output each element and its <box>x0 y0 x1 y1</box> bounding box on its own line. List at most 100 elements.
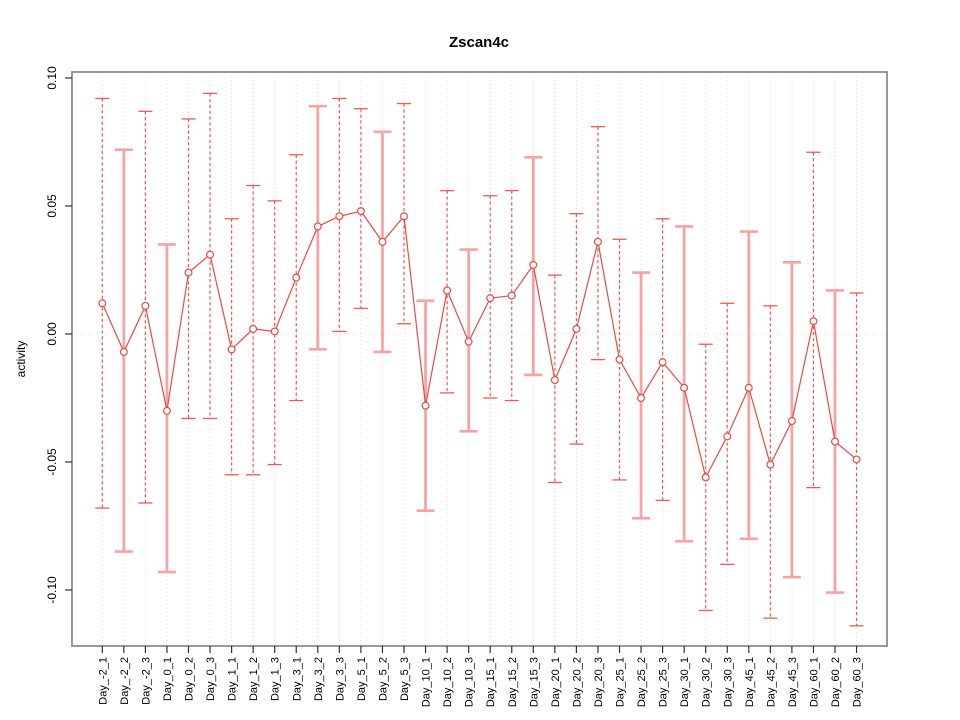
plot: 0.10 0.05 0.00 -0.05 -0.10 Day_-2_1 Day_-2_2 Da… <box>45 66 888 707</box>
plot-box <box>71 71 888 647</box>
data-point <box>249 324 258 333</box>
x-tick-label: Day_15_1 <box>485 657 497 707</box>
y-tick-label: 0.00 <box>45 322 59 346</box>
error-bar <box>698 343 713 612</box>
data-point <box>701 473 710 482</box>
error-bar <box>246 184 261 476</box>
data-point <box>550 376 559 385</box>
x-tick-label: Day_3_3 <box>334 657 346 701</box>
data-point <box>658 358 667 367</box>
data-point <box>119 347 128 356</box>
x-tick-label: Day_0_1 <box>162 657 174 701</box>
data-points <box>98 207 861 482</box>
x-tick-label: Day_60_2 <box>830 657 842 707</box>
data-point <box>378 237 387 246</box>
data-point <box>400 212 409 221</box>
error-bar <box>267 200 282 466</box>
x-tick-label: Day_20_2 <box>571 657 583 707</box>
x-tick-label: Day_-2_2 <box>119 657 131 705</box>
y-tick-label: -0.10 <box>45 576 59 604</box>
x-tick-label: Day_-2_1 <box>97 657 109 705</box>
data-point <box>507 291 516 300</box>
data-point <box>356 207 365 216</box>
y-tick-label: -0.05 <box>45 448 59 476</box>
data-point <box>723 432 732 441</box>
x-tick-label: Day_60_1 <box>808 657 820 707</box>
data-point <box>744 383 753 392</box>
y-tick-label: 0.05 <box>45 194 59 218</box>
error-bar <box>763 305 778 619</box>
data-point <box>830 437 839 446</box>
data-point <box>593 237 602 246</box>
data-point <box>852 455 861 464</box>
data-point <box>162 406 171 415</box>
x-tick-label: Day_30_1 <box>679 657 691 707</box>
gridlines <box>72 72 887 646</box>
error-bar <box>849 292 864 627</box>
x-tick-label: Day_45_1 <box>744 657 756 707</box>
data-point <box>766 460 775 469</box>
error-bar <box>569 213 584 445</box>
data-point <box>313 222 322 231</box>
x-tick-label: Day_-2_3 <box>140 657 152 705</box>
axes: 0.10 0.05 0.00 -0.05 -0.10 Day_-2_1 Day_-2_2 Da… <box>45 66 888 707</box>
data-point <box>270 327 279 336</box>
error-bar <box>806 151 821 489</box>
x-tick-label: Day_30_2 <box>701 657 713 707</box>
error-bar <box>181 118 196 420</box>
data-point <box>680 383 689 392</box>
x-tick-label: Day_25_3 <box>658 657 670 707</box>
x-tick-label: Day_15_3 <box>528 657 540 707</box>
x-tick-label: Day_45_3 <box>787 657 799 707</box>
x-tick-label: Day_0_2 <box>184 657 196 701</box>
error-bar <box>138 110 153 504</box>
data-point <box>464 337 473 346</box>
y-tick-label: 0.10 <box>45 66 59 90</box>
series-line <box>101 210 857 480</box>
data-point <box>486 294 495 303</box>
y-axis-title: activity <box>14 341 28 378</box>
x-tick-label: Day_5_2 <box>377 657 389 701</box>
x-tick-label: Day_60_3 <box>852 657 864 707</box>
x-tick-label: Day_45_2 <box>765 657 777 707</box>
x-tick-label: Day_0_3 <box>205 657 217 701</box>
data-point <box>206 250 215 259</box>
data-point <box>421 401 430 410</box>
x-tick-label: Day_1_3 <box>270 657 282 701</box>
series <box>101 210 857 480</box>
x-tick-label: Day_10_3 <box>464 657 476 707</box>
x-tick-label: Day_1_2 <box>248 657 260 701</box>
data-point <box>809 317 818 326</box>
data-point <box>227 345 236 354</box>
x-tick-label: Day_30_3 <box>722 657 734 707</box>
x-tick-label: Day_10_2 <box>442 657 454 707</box>
x-tick-label: Day_1_1 <box>227 657 239 701</box>
data-point <box>141 301 150 310</box>
data-point <box>98 299 107 308</box>
error-bar <box>612 238 627 481</box>
error-bars <box>95 92 864 627</box>
x-tick-label: Day_3_2 <box>313 657 325 701</box>
x-tick-label: Day_15_2 <box>507 657 519 707</box>
x-tick-label: Day_10_1 <box>421 657 433 707</box>
error-bar <box>397 102 411 325</box>
data-point <box>637 394 646 403</box>
chart-title: Zscan4c <box>449 34 509 51</box>
data-point <box>787 417 796 426</box>
data-point <box>615 355 624 364</box>
error-bar <box>547 274 562 484</box>
data-point <box>529 260 538 269</box>
data-point <box>335 212 344 221</box>
x-tick-label: Day_20_1 <box>550 657 562 707</box>
data-point <box>443 286 452 295</box>
x-tick-label: Day_3_1 <box>291 657 303 701</box>
x-tick-label: Day_5_3 <box>399 657 411 701</box>
x-tick-label: Day_25_2 <box>636 657 648 707</box>
data-point <box>572 324 581 333</box>
x-tick-label: Day_20_3 <box>593 657 605 707</box>
data-point <box>184 268 193 277</box>
x-tick-label: Day_5_1 <box>356 657 368 701</box>
x-tick-label: Day_25_1 <box>615 657 627 707</box>
